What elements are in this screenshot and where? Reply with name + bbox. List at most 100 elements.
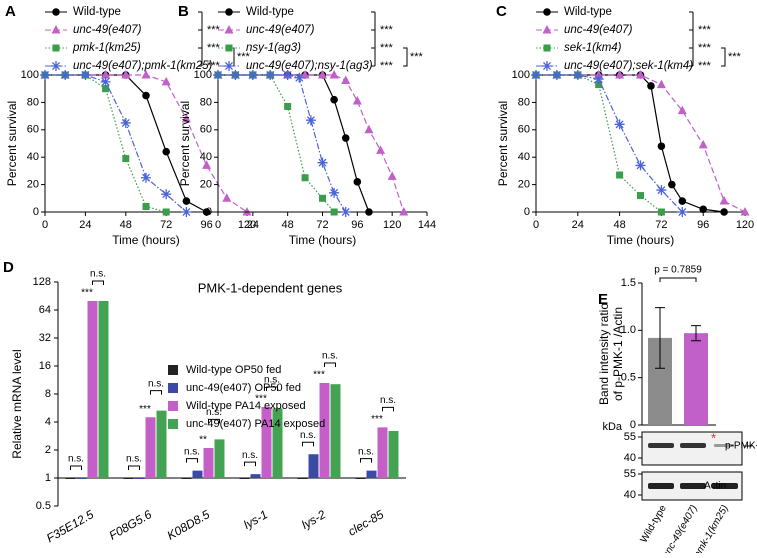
marker <box>60 70 71 80</box>
ns-label: n.s. <box>68 454 84 465</box>
legend-label: unc-49(e407);pmk-1(km25) <box>73 60 213 72</box>
y-tick-label: 80 <box>200 96 212 108</box>
y-tick-label: 1.0 <box>621 324 636 336</box>
marker <box>399 207 409 216</box>
error-bar <box>691 325 701 342</box>
marker <box>162 208 170 216</box>
marker <box>720 208 728 216</box>
legend-label: Wild-type OP50 fed <box>186 364 281 376</box>
marker-label: 40 <box>624 452 636 464</box>
y-axis-label: Band intensity ratio <box>597 303 611 405</box>
bar <box>297 478 308 479</box>
marker <box>657 142 666 151</box>
marker <box>162 147 170 156</box>
legend-marker <box>542 25 552 34</box>
error-bar <box>655 307 665 369</box>
ns-label: n.s. <box>300 430 316 441</box>
marker <box>142 91 150 100</box>
marker <box>305 115 316 126</box>
marker <box>301 174 309 182</box>
ns-label: n.s. <box>322 351 338 362</box>
x-tick-label: 120 <box>383 219 401 231</box>
marker <box>677 207 688 217</box>
y-tick-label: 60 <box>200 124 212 136</box>
marker <box>242 207 252 216</box>
nonspecific-mark: * <box>711 430 716 445</box>
marker <box>317 157 328 168</box>
bar <box>156 410 167 478</box>
bar <box>308 454 319 478</box>
marker <box>656 79 666 89</box>
legend-marker <box>224 61 234 71</box>
marker <box>698 139 708 149</box>
marker <box>341 75 351 84</box>
sig-bracket <box>721 47 726 67</box>
ns-label: n.s. <box>184 446 200 457</box>
y-tick-label: 32 <box>39 332 51 344</box>
bar <box>192 470 203 478</box>
sig-label: *** <box>207 24 221 36</box>
sig-label: *** <box>207 42 221 54</box>
ns-bracket <box>92 280 104 285</box>
y-tick-label: 40 <box>27 151 39 163</box>
legend-label: unc-49(e407);nsy-1(ag3) <box>246 60 373 72</box>
bar <box>134 478 145 479</box>
legend-marker <box>51 61 61 71</box>
marker <box>181 113 191 123</box>
bar <box>355 478 366 479</box>
marker <box>699 205 707 214</box>
legend-label: Wild-type PA14 exposed <box>186 400 306 412</box>
series-line <box>536 74 746 213</box>
panel-label: A <box>5 3 16 20</box>
y-axis-label: of p-PMK-1 /Actin <box>611 307 625 401</box>
y-tick-label: 100 <box>21 69 39 81</box>
marker <box>656 185 667 196</box>
ns-label: n.s. <box>242 450 258 461</box>
y-tick-label: 1 <box>45 472 51 484</box>
marker <box>202 208 211 216</box>
bar <box>76 478 87 479</box>
marker <box>572 70 583 80</box>
sig-label: *** <box>698 24 712 36</box>
bar <box>98 300 109 478</box>
series-line <box>45 74 187 213</box>
marker <box>329 187 340 198</box>
bar <box>377 427 388 478</box>
blot-band <box>648 483 674 489</box>
marker <box>330 208 338 216</box>
marker <box>141 172 151 183</box>
sig-label: *** <box>698 60 712 72</box>
marker <box>202 160 212 169</box>
x-tick-label: 120 <box>736 219 754 231</box>
ns-bracket <box>186 458 198 463</box>
bar <box>181 478 192 479</box>
sig-label: *** <box>380 60 394 72</box>
lane-label: Wild-type <box>639 503 670 545</box>
y-tick-label: 16 <box>39 360 51 372</box>
marker <box>376 145 386 154</box>
marker <box>80 70 91 80</box>
x-tick-label: 120 <box>238 219 256 231</box>
series-line <box>536 74 725 213</box>
legend-marker <box>543 44 551 52</box>
y-tick-label: 64 <box>39 304 51 316</box>
y-tick-label: 2 <box>45 444 51 456</box>
marker <box>222 193 232 202</box>
x-axis-label: Time (hours) <box>607 233 675 247</box>
y-tick-label: 0 <box>206 206 212 218</box>
marker <box>161 76 171 86</box>
ns-bracket <box>150 390 162 395</box>
bar <box>261 406 272 478</box>
y-tick-label: 20 <box>518 179 530 191</box>
legend-marker <box>224 25 234 34</box>
x-tick-label: 72 <box>160 219 172 231</box>
sig-bracket <box>403 47 408 67</box>
x-tick-label: 96 <box>351 219 363 231</box>
y-tick-label: 20 <box>27 179 39 191</box>
x-axis-label: Time (hours) <box>112 233 180 247</box>
legend-label: unc-49(e407) <box>564 24 633 36</box>
legend-swatch <box>168 365 178 375</box>
x-tick-label: 144 <box>418 219 436 231</box>
x-tick-label: lys-1 <box>241 507 270 532</box>
bar <box>366 470 377 478</box>
